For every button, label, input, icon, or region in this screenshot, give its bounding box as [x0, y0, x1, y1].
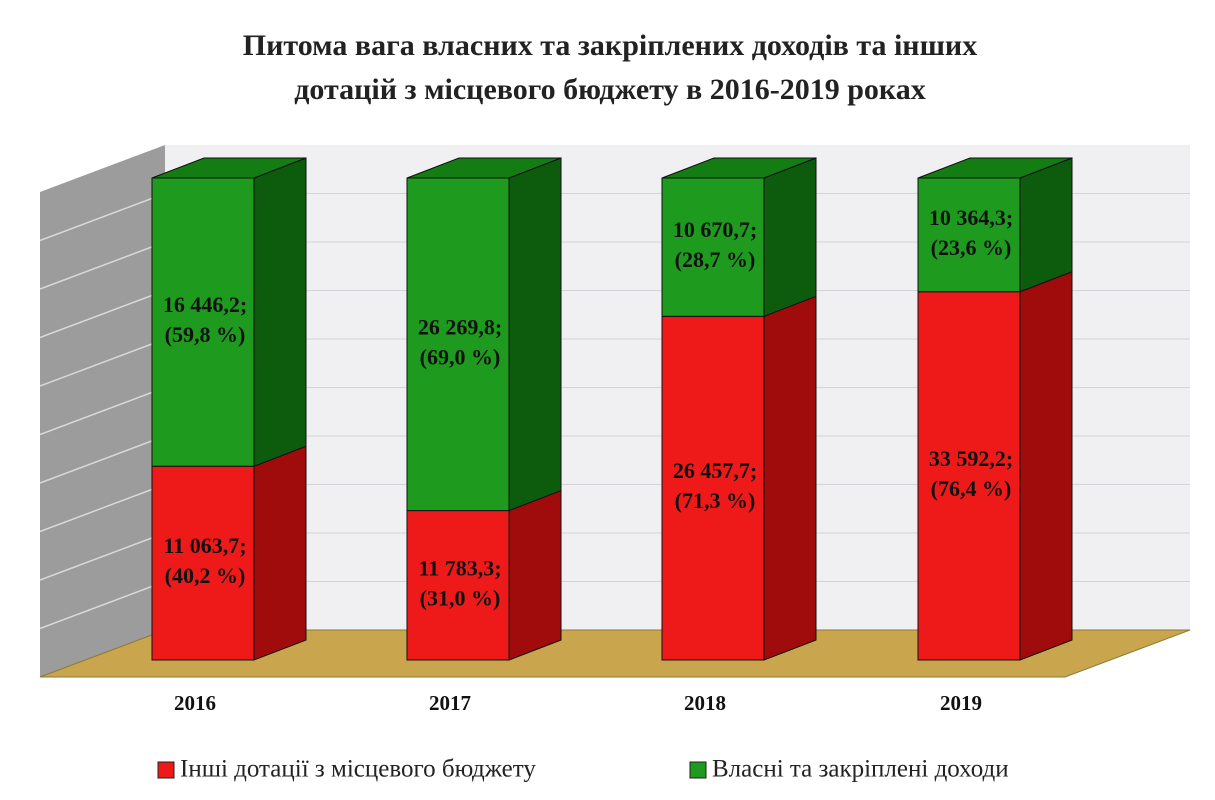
- bar-segment: [151, 157, 307, 467]
- legend-label: Інші дотації з місцевого бюджету: [180, 756, 536, 783]
- chart-title: Питома вага власних та закріплених доход…: [243, 29, 977, 62]
- x-tick-label: 2018: [684, 691, 726, 715]
- bar-top: [151, 157, 307, 179]
- data-label: 11 063,7;: [163, 533, 246, 558]
- wall-line: [39, 338, 166, 387]
- bar-front: [406, 510, 510, 661]
- wall-line: [39, 241, 166, 290]
- bar-side: [253, 445, 307, 661]
- bar-segment: [661, 295, 817, 661]
- legend-label: Власні та закріплені доходи: [712, 756, 1009, 783]
- wall-line: [39, 580, 166, 630]
- bar-segment: [406, 489, 562, 661]
- bar-front: [917, 177, 1021, 293]
- wall-line: [39, 289, 166, 339]
- bar-front: [661, 315, 765, 661]
- x-tick-label: 2017: [429, 691, 471, 715]
- bar-segment: [917, 157, 1073, 293]
- bar-side: [763, 295, 817, 661]
- wall-line: [39, 192, 166, 242]
- data-label: (76,4 %): [931, 476, 1012, 501]
- plot: 2016 11 063,7; (40,2 %) 16 446,2; (59,8 %) 20…: [151, 157, 1073, 715]
- legend-swatch: [689, 761, 707, 779]
- bar-side: [1019, 271, 1073, 661]
- x-tick-label: 2016: [174, 691, 216, 715]
- x-tick-label: 2019: [940, 691, 982, 715]
- wall-line: [39, 532, 166, 581]
- bar-side: [763, 157, 817, 318]
- bar-front: [151, 465, 255, 661]
- data-label: (59,8 %): [165, 322, 246, 347]
- data-label: (28,7 %): [675, 247, 756, 272]
- bar-top: [917, 157, 1073, 179]
- bar-segment: [661, 157, 817, 318]
- data-label: (71,3 %): [675, 488, 756, 513]
- bar-side: [508, 157, 562, 512]
- bar-side: [508, 489, 562, 661]
- chart-title: дотацій з місцевого бюджету в 2016-2019 …: [294, 73, 926, 106]
- bar-top: [406, 157, 562, 179]
- data-label: (23,6 %): [931, 235, 1012, 260]
- wall-line: [39, 483, 166, 533]
- data-label: 26 457,7;: [673, 458, 757, 483]
- data-label: 26 269,8;: [418, 314, 502, 339]
- bar-front: [406, 177, 510, 512]
- legend-swatch: [157, 761, 175, 779]
- wall-line: [39, 386, 166, 436]
- bar-segment: [151, 445, 307, 661]
- data-label: 10 670,7;: [673, 217, 757, 242]
- bar-segment: [917, 271, 1073, 661]
- data-label: 16 446,2;: [163, 292, 247, 317]
- data-label: (69,0 %): [420, 344, 501, 369]
- floor: [39, 629, 1191, 678]
- data-label: (40,2 %): [165, 563, 246, 588]
- legend: Інші дотації з місцевого бюджету Власні т…: [157, 756, 1009, 783]
- data-label: (31,0 %): [420, 585, 501, 610]
- wall-line: [39, 435, 166, 484]
- data-label: 33 592,2;: [929, 446, 1013, 471]
- bar-front: [917, 291, 1021, 661]
- bar-segment: [406, 157, 562, 512]
- data-label: 10 364,3;: [929, 205, 1013, 230]
- data-label: 11 783,3;: [418, 555, 501, 580]
- bar-front: [661, 177, 765, 317]
- bar-side: [253, 157, 307, 467]
- bar-top: [661, 157, 817, 179]
- bar-side: [1019, 157, 1073, 293]
